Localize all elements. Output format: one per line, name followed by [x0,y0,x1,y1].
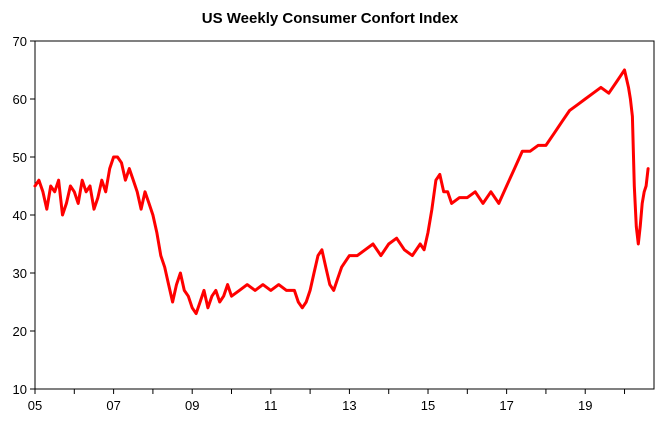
x-tick-label: 17 [499,398,513,413]
x-tick-label: 15 [421,398,435,413]
x-axis-ticks: 05 07 09 11 13 15 17 19 [28,389,626,413]
series-line [33,68,650,316]
x-tick-label: 09 [185,398,199,413]
plot-border [34,40,655,390]
y-tick-label: 70 [13,34,27,49]
y-tick-label: 10 [13,382,27,397]
axes [34,40,655,390]
y-tick-label: 60 [13,92,27,107]
x-tick-label: 07 [106,398,120,413]
x-tick-label: 11 [264,398,278,413]
chart-title: US Weekly Consumer Confort Index [202,10,459,27]
y-axis-ticks: 10 20 30 40 50 60 70 [13,34,35,397]
x-tick-label: 05 [28,398,42,413]
x-tick-label: 13 [342,398,356,413]
x-tick-label: 19 [578,398,592,413]
y-tick-label: 20 [13,324,27,339]
y-tick-label: 40 [13,208,27,223]
y-tick-label: 50 [13,150,27,165]
series-layer [33,68,650,316]
y-tick-label: 30 [13,266,27,281]
